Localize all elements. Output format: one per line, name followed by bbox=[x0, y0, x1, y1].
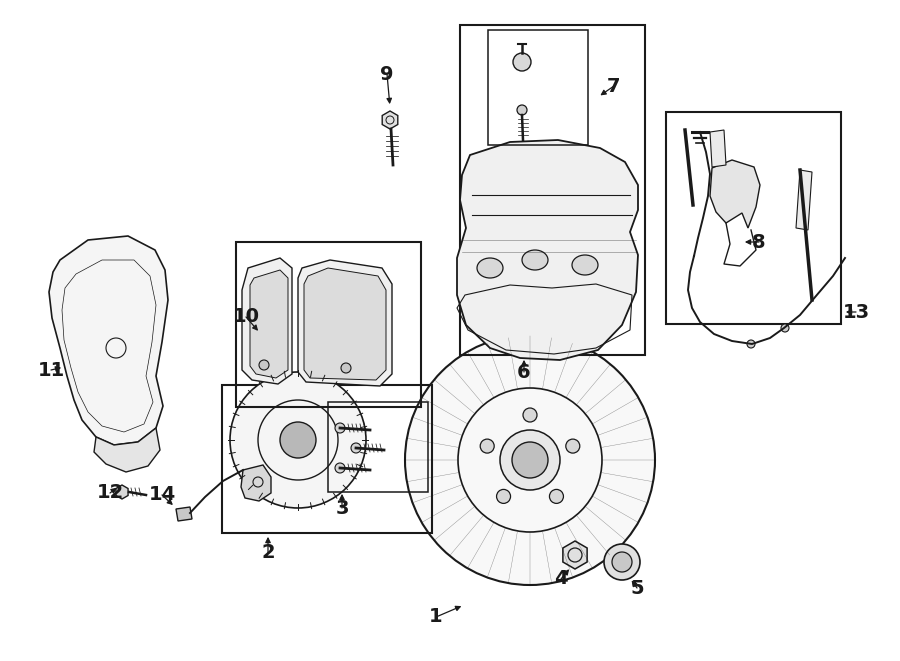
Circle shape bbox=[280, 422, 316, 458]
Bar bbox=[666, 112, 841, 324]
Circle shape bbox=[230, 372, 366, 508]
Polygon shape bbox=[710, 160, 760, 228]
Circle shape bbox=[512, 442, 548, 478]
Text: 10: 10 bbox=[232, 307, 259, 327]
Circle shape bbox=[513, 53, 531, 71]
Circle shape bbox=[335, 423, 345, 433]
Circle shape bbox=[612, 552, 632, 572]
Circle shape bbox=[523, 408, 537, 422]
Text: 8: 8 bbox=[752, 233, 766, 251]
Text: 7: 7 bbox=[608, 77, 621, 95]
Polygon shape bbox=[49, 236, 168, 445]
Text: 14: 14 bbox=[148, 485, 176, 504]
Circle shape bbox=[550, 489, 563, 504]
Circle shape bbox=[517, 105, 527, 115]
Ellipse shape bbox=[522, 250, 548, 270]
Circle shape bbox=[335, 463, 345, 473]
Text: 5: 5 bbox=[630, 578, 644, 598]
Circle shape bbox=[781, 324, 789, 332]
Polygon shape bbox=[242, 258, 292, 384]
Circle shape bbox=[405, 335, 655, 585]
Circle shape bbox=[604, 544, 640, 580]
Text: 9: 9 bbox=[380, 65, 394, 83]
Bar bbox=[222, 385, 432, 533]
Polygon shape bbox=[116, 485, 128, 499]
Text: 1: 1 bbox=[429, 607, 443, 627]
Text: 4: 4 bbox=[554, 570, 568, 588]
Bar bbox=[488, 30, 588, 145]
Circle shape bbox=[500, 430, 560, 490]
Text: 11: 11 bbox=[38, 360, 65, 379]
Polygon shape bbox=[241, 465, 271, 501]
Bar bbox=[236, 242, 421, 407]
Circle shape bbox=[566, 439, 580, 453]
Polygon shape bbox=[94, 428, 160, 472]
Circle shape bbox=[497, 489, 510, 504]
Polygon shape bbox=[176, 507, 192, 521]
Polygon shape bbox=[304, 268, 386, 380]
Circle shape bbox=[351, 443, 361, 453]
Circle shape bbox=[747, 340, 755, 348]
Text: 2: 2 bbox=[261, 543, 274, 563]
Polygon shape bbox=[562, 541, 587, 569]
Polygon shape bbox=[710, 130, 726, 167]
Polygon shape bbox=[298, 260, 392, 386]
Bar bbox=[328, 402, 428, 492]
Text: 3: 3 bbox=[335, 498, 349, 518]
Polygon shape bbox=[796, 170, 812, 230]
Circle shape bbox=[341, 363, 351, 373]
Text: 6: 6 bbox=[518, 362, 531, 381]
Bar bbox=[460, 25, 645, 355]
Polygon shape bbox=[250, 270, 288, 378]
Circle shape bbox=[259, 360, 269, 370]
Polygon shape bbox=[382, 111, 398, 129]
Ellipse shape bbox=[477, 258, 503, 278]
Text: 13: 13 bbox=[842, 303, 869, 321]
Text: 12: 12 bbox=[96, 483, 123, 502]
Polygon shape bbox=[457, 140, 638, 360]
Circle shape bbox=[481, 439, 494, 453]
Ellipse shape bbox=[572, 255, 598, 275]
